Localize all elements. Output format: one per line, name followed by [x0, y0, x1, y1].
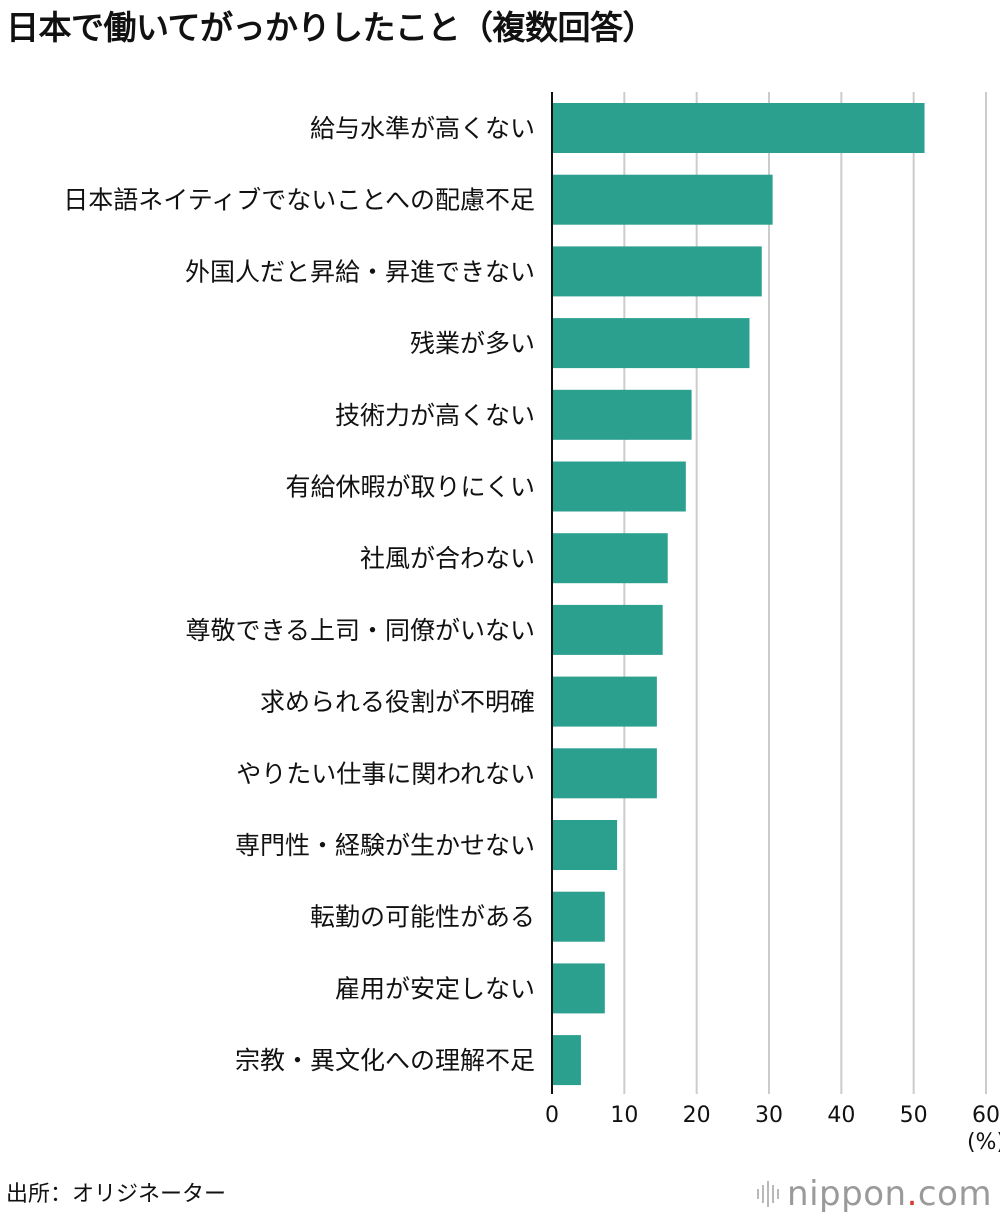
category-label: 雇用が安定しない: [335, 974, 535, 1003]
category-label: 残業が多い: [410, 329, 535, 358]
bar: [552, 246, 762, 297]
bar: [552, 389, 692, 440]
category-label: 尊敬できる上司・同僚がいない: [185, 616, 535, 645]
category-label: 技術力が高くない: [335, 401, 535, 430]
axis: 0 10 20 30 40 50 60(%): [545, 92, 1000, 1155]
bar: [552, 748, 657, 799]
category-label: 有給休暇が取りにくい: [285, 473, 535, 502]
x-tick-label: 10: [610, 1103, 638, 1128]
category-label: 専門性・経験が生かせない: [235, 831, 535, 860]
category-label: 求められる役割が不明確: [260, 688, 535, 717]
x-tick-label: 30: [755, 1103, 783, 1128]
x-tick-label: 0: [545, 1103, 559, 1128]
bar: [552, 963, 605, 1014]
x-tick-label: 50: [900, 1103, 928, 1128]
bar: [552, 461, 686, 512]
brand-mark-icon: [757, 1179, 780, 1209]
bar: [552, 318, 750, 369]
bar: [552, 604, 663, 655]
bar: [552, 676, 657, 727]
bar: [552, 891, 605, 942]
x-tick-label: 20: [683, 1103, 711, 1128]
source-note: 出所：オリジネーター: [6, 1182, 227, 1207]
category-label: 転勤の可能性がある: [310, 903, 535, 932]
x-axis-unit: (%): [967, 1130, 1000, 1155]
bar: [552, 1035, 581, 1086]
bar: [552, 103, 925, 153]
bar: [552, 820, 618, 870]
brand-logo: nippon.com: [757, 1174, 992, 1214]
bar-chart: 給与水準が高くない日本語ネイティブでないことへの配慮不足外国人だと昇給・昇進でき…: [63, 92, 1000, 1155]
category-labels: 給与水準が高くない日本語ネイティブでないことへの配慮不足外国人だと昇給・昇進でき…: [63, 114, 535, 1075]
category-label: やりたい仕事に関われない: [236, 759, 535, 788]
x-tick-label: 60: [972, 1103, 1000, 1128]
category-label: 日本語ネイティブでないことへの配慮不足: [63, 186, 535, 215]
bars: [552, 103, 925, 1086]
x-tick-label: 40: [827, 1103, 855, 1128]
category-label: 宗教・異文化への理解不足: [235, 1046, 535, 1075]
category-label: 外国人だと昇給・昇進できない: [185, 257, 535, 286]
category-label: 給与水準が高くない: [310, 114, 535, 143]
chart-title: 日本で働いてがっかりしたこと（複数回答）: [6, 8, 656, 47]
bar: [552, 174, 773, 225]
grid-lines: [623, 92, 987, 1094]
bar: [552, 533, 668, 584]
category-label: 社風が合わない: [360, 544, 535, 573]
brand-text: nippon.com: [787, 1174, 992, 1214]
